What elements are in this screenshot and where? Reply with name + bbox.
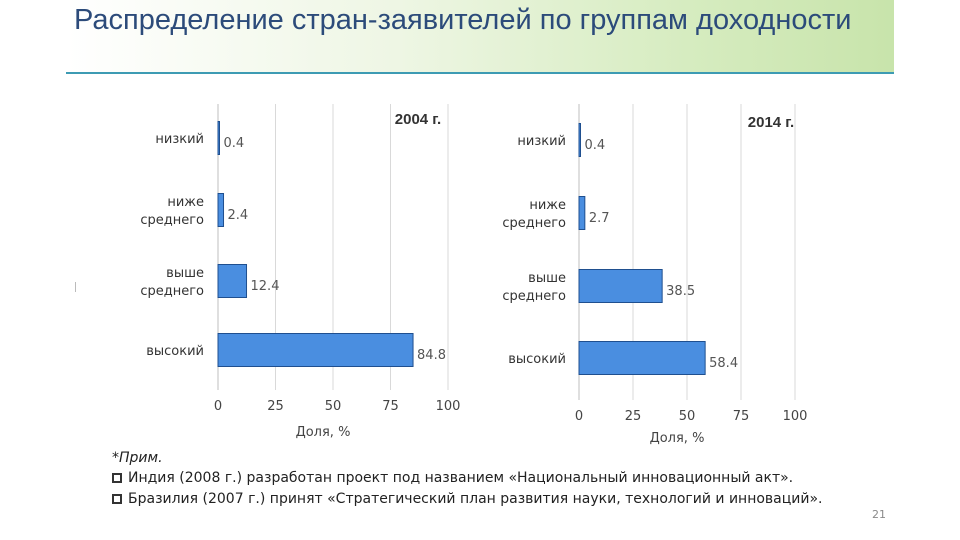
chart-2004-tick-label: 0 <box>214 399 222 414</box>
checkbox-bullet-icon <box>112 473 122 483</box>
chart-2014-tick-label: 100 <box>783 409 808 424</box>
chart-2014-data-label: 2.7 <box>589 211 610 226</box>
footnote-item-brazil: Бразилия (2007 г.) принят «Стратегически… <box>112 489 902 510</box>
chart-2014-tick-label: 25 <box>625 409 642 424</box>
chart-2014-bar <box>578 123 581 157</box>
chart-2014-category-label: высокий <box>508 352 566 367</box>
chart-2014-bar <box>578 269 663 303</box>
chart-2014-category-label: низкий <box>517 134 566 149</box>
page-title: Распределение стран-заявителей по группа… <box>74 4 852 36</box>
chart-2004-data-label: 0.4 <box>224 136 245 151</box>
chart-2004-title: 2004 г. <box>395 111 441 128</box>
divider-mark <box>75 282 76 292</box>
chart-2004-bar <box>217 121 220 155</box>
chart-2014-category-label: среднего <box>502 216 566 231</box>
footnote: *Прим. Индия (2008 г.) разработан проект… <box>112 448 902 510</box>
chart-2004-category-label: среднего <box>140 284 204 299</box>
chart-2014-tick-label: 75 <box>733 409 750 424</box>
chart-2004-category-label: высокий <box>146 344 204 359</box>
chart-2004-bar <box>217 333 414 367</box>
footnote-caption: *Прим. <box>112 450 163 466</box>
chart-2004-data-label: 84.8 <box>417 348 446 363</box>
chart-2004-category-label: выше <box>166 266 204 281</box>
chart-2004-bar <box>217 264 248 298</box>
chart-2014-x-axis-label: Доля, % <box>650 431 705 446</box>
chart-2014-title: 2014 г. <box>748 114 794 131</box>
footnote-item-text: Бразилия (2007 г.) принят «Стратегически… <box>128 491 823 507</box>
chart-2014-category-label: ниже <box>529 198 566 213</box>
chart-2014-tick-label: 50 <box>679 409 696 424</box>
chart-2004-bar <box>217 193 225 227</box>
chart-2004-category-label: ниже <box>167 195 204 210</box>
chart-2014-bar <box>578 196 586 230</box>
chart-2004-tick-label: 75 <box>382 399 399 414</box>
chart-2004-data-label: 2.4 <box>228 208 249 223</box>
chart-2004-tick-label: 25 <box>267 399 284 414</box>
chart-2014-data-label: 38.5 <box>666 284 695 299</box>
chart-2004-tick-label: 50 <box>325 399 342 414</box>
chart-2004-category-label: среднего <box>140 213 204 228</box>
chart-2004-category-label: низкий <box>155 132 204 147</box>
checkbox-bullet-icon <box>112 494 122 504</box>
chart-2004-data-label: 12.4 <box>251 279 280 294</box>
chart-2014-bar <box>578 341 706 375</box>
chart-2004-x-axis-label: Доля, % <box>296 425 351 440</box>
chart-2014-category-label: среднего <box>502 289 566 304</box>
chart-2014-tick-label: 0 <box>575 409 583 424</box>
chart-2014-data-label: 58.4 <box>709 356 738 371</box>
chart-2004-tick-label: 100 <box>436 399 461 414</box>
title-band <box>66 0 894 72</box>
footnote-item-text: Индия (2008 г.) разработан проект под на… <box>128 470 794 486</box>
slide-number: 21 <box>872 508 886 521</box>
footnote-item-india: Индия (2008 г.) разработан проект под на… <box>112 468 902 489</box>
chart-2014-data-label: 0.4 <box>585 138 606 153</box>
chart-2014-category-label: выше <box>528 271 566 286</box>
title-underline <box>66 72 894 74</box>
